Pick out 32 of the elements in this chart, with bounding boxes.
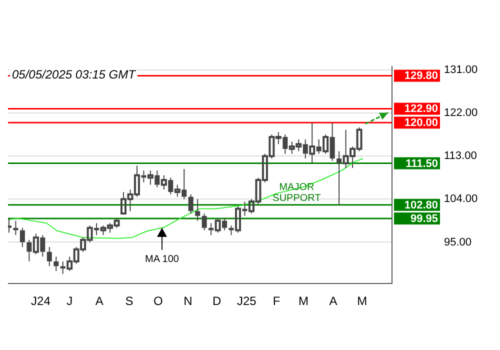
ref-line-label: 120.00	[404, 117, 438, 130]
x-tick-label: A	[95, 294, 104, 308]
x-tick-label: J25	[236, 294, 257, 308]
y-tick-label: 113.00	[444, 150, 477, 162]
ref-line-label: 111.50	[406, 158, 438, 170]
annotation: MA 100	[145, 254, 180, 265]
candlestick	[202, 213, 207, 231]
y-tick-label: 122.00	[444, 107, 478, 120]
y-tick-label: 95.00	[444, 236, 472, 248]
candlestick	[13, 220, 18, 236]
x-tick-label: M	[357, 294, 368, 308]
y-tick-label: 104.00	[444, 193, 478, 206]
x-tick-label: O	[153, 294, 163, 308]
ref-line-label: 129.80	[404, 70, 438, 82]
x-tick-label: D	[212, 294, 222, 308]
x-tick-label: S	[125, 294, 134, 308]
x-tick-label: J	[66, 294, 73, 308]
ref-line-label: 102.80	[404, 199, 438, 212]
candlestick	[188, 194, 194, 214]
x-tick-label: M	[298, 294, 308, 308]
y-tick-label: 131.00	[444, 64, 478, 76]
x-tick-label: A	[329, 294, 338, 308]
x-tick-label: N	[184, 294, 192, 308]
candlestick	[20, 227, 25, 248]
annotation: 05/05/2025 03:15 GMT	[12, 68, 138, 82]
candlestick	[46, 246, 52, 267]
candlestick	[54, 256, 59, 272]
candlestick	[195, 198, 200, 222]
x-tick-label: F	[272, 294, 280, 308]
x-tick-label: J24	[31, 294, 51, 308]
ref-line-label: 99.95	[410, 213, 438, 226]
ref-line-label: 122.90	[404, 103, 438, 116]
